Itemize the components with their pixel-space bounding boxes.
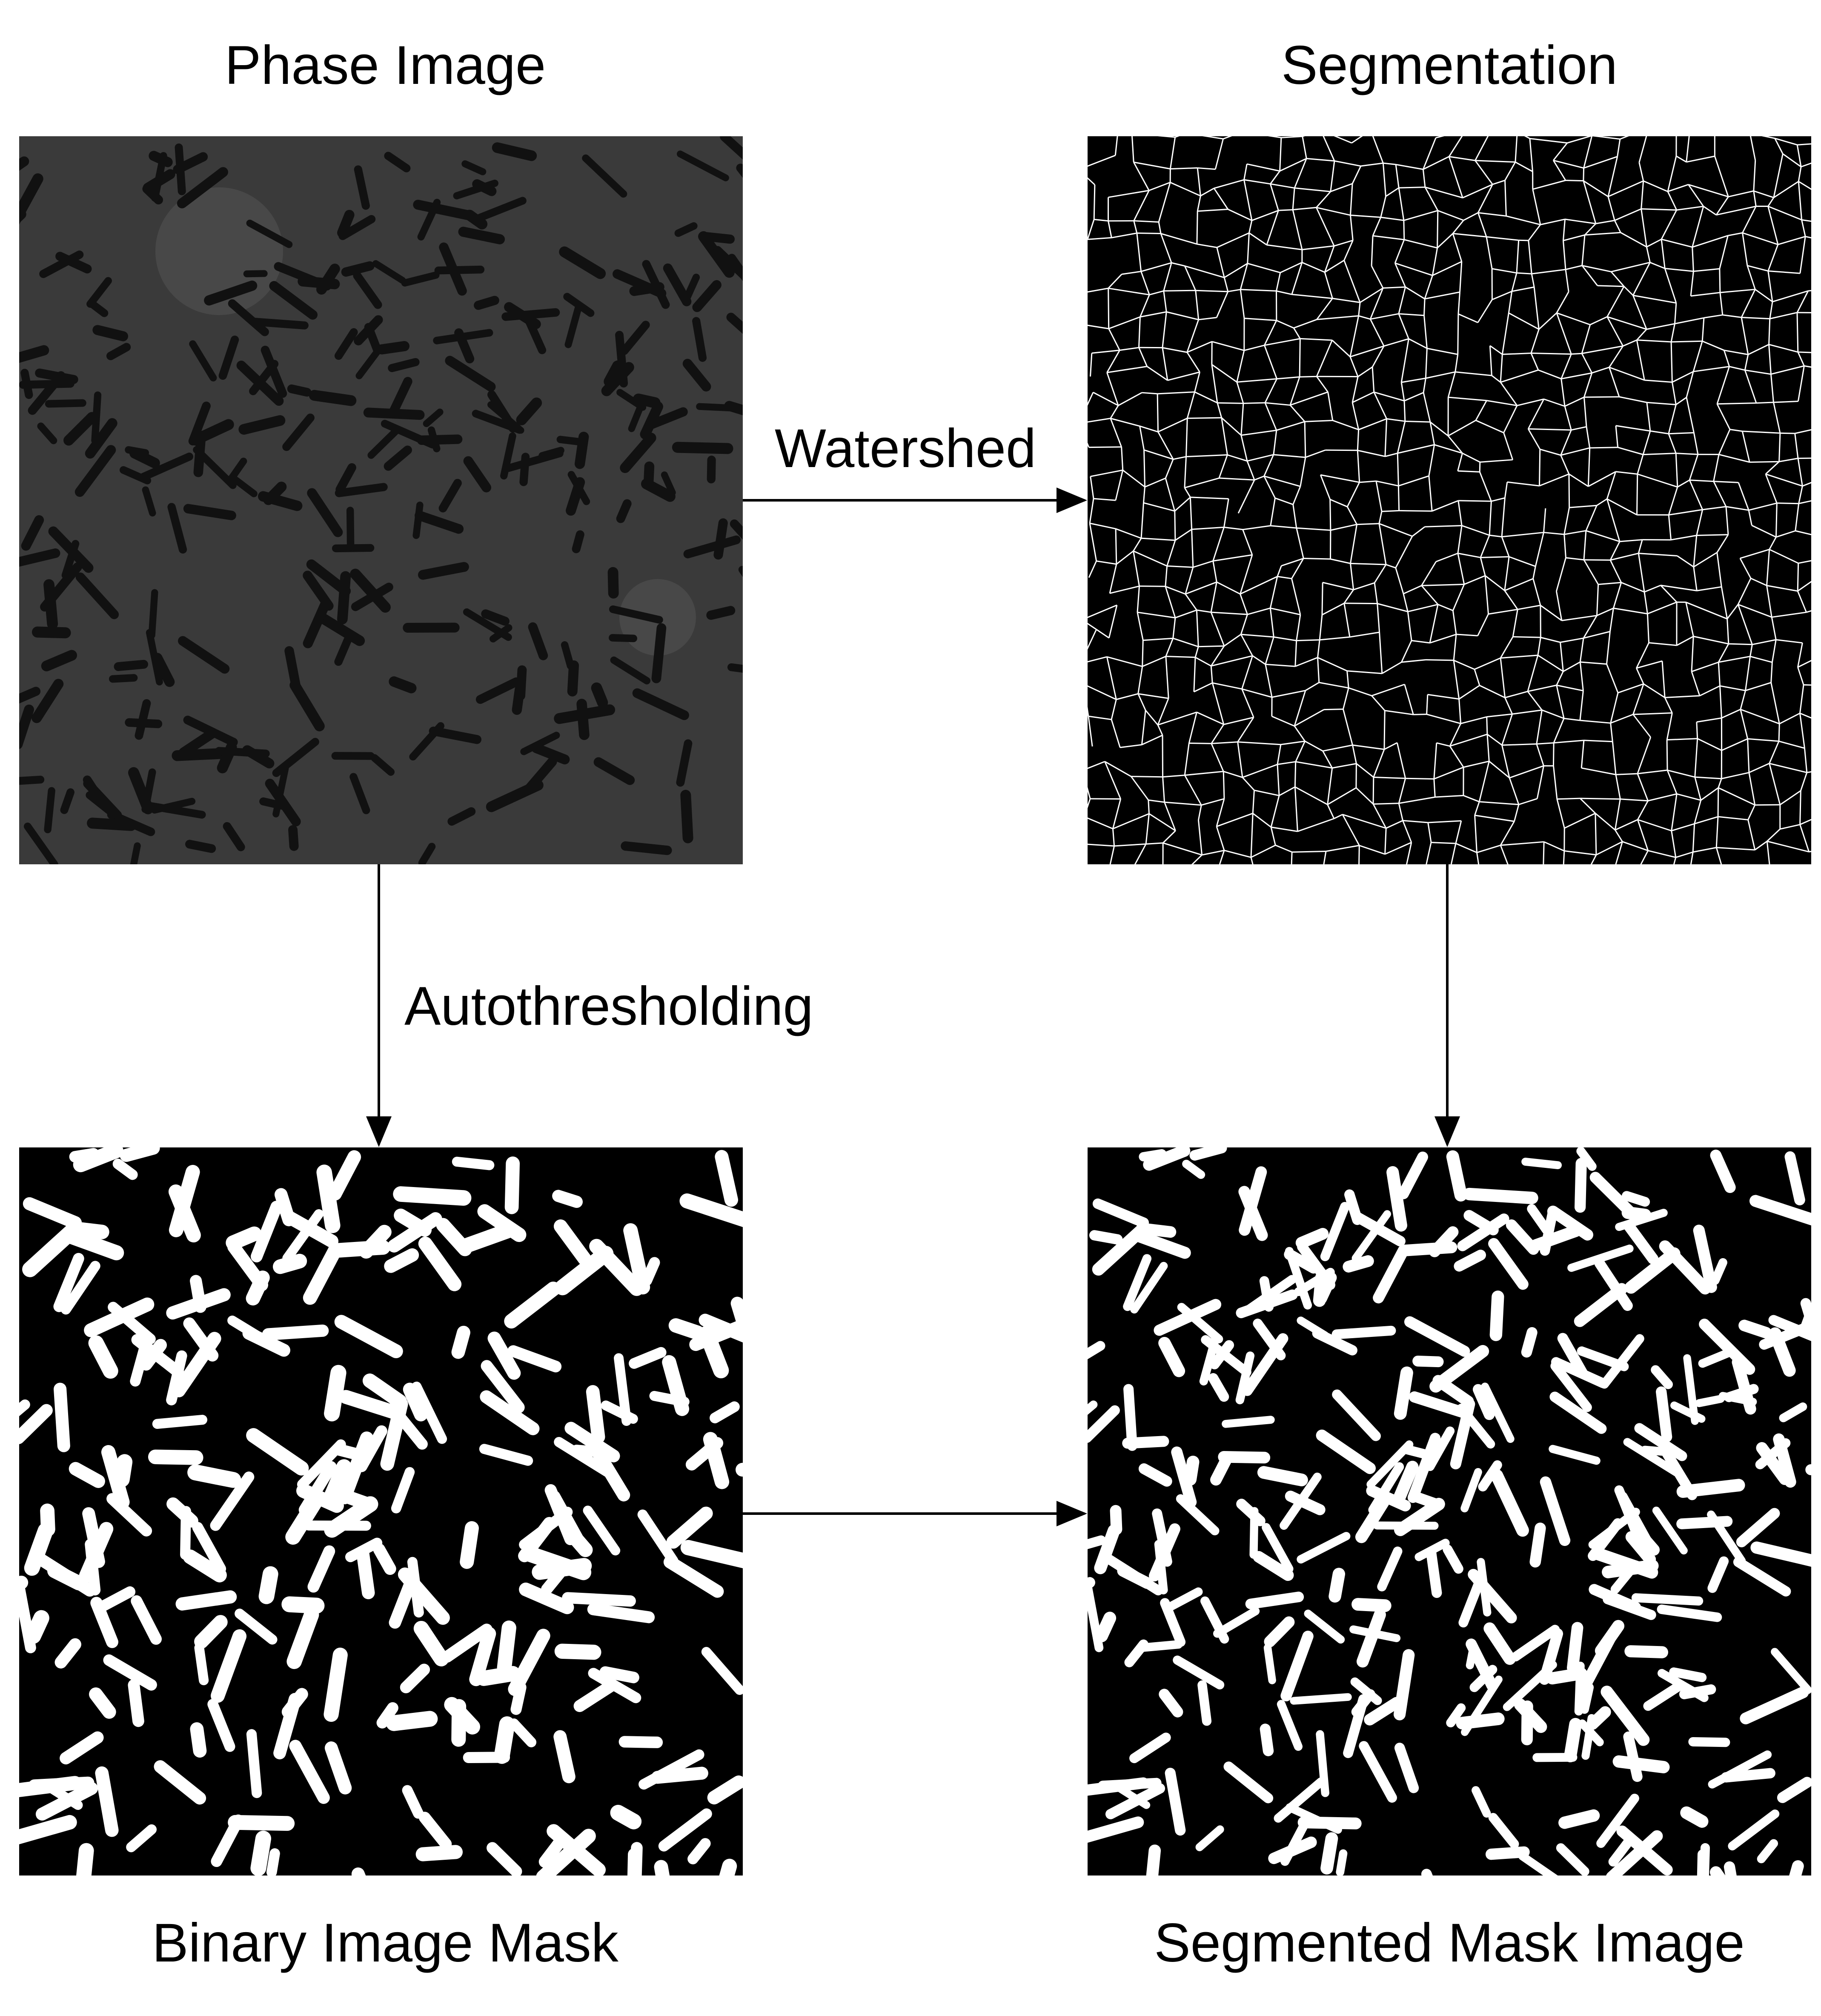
watershed-label: Watershed bbox=[775, 422, 1036, 476]
binary-mask-title: Binary Image Mask bbox=[152, 1916, 618, 1970]
binary-mask-image bbox=[19, 1147, 743, 1875]
binary-mask-panel bbox=[19, 1147, 743, 1875]
segmented-mask-panel bbox=[1088, 1147, 1811, 1875]
segmented-mask-title: Segmented Mask Image bbox=[1154, 1916, 1744, 1970]
segmentation-panel bbox=[1088, 136, 1811, 864]
segmentation-image bbox=[1088, 136, 1811, 864]
segmentation-title: Segmentation bbox=[1281, 38, 1618, 93]
segmented-mask-image bbox=[1088, 1147, 1811, 1875]
phase-image bbox=[19, 136, 743, 864]
autothresholding-label: Autothresholding bbox=[404, 979, 813, 1034]
phase-image-panel bbox=[19, 136, 743, 864]
phase-image-title: Phase Image bbox=[225, 38, 546, 93]
